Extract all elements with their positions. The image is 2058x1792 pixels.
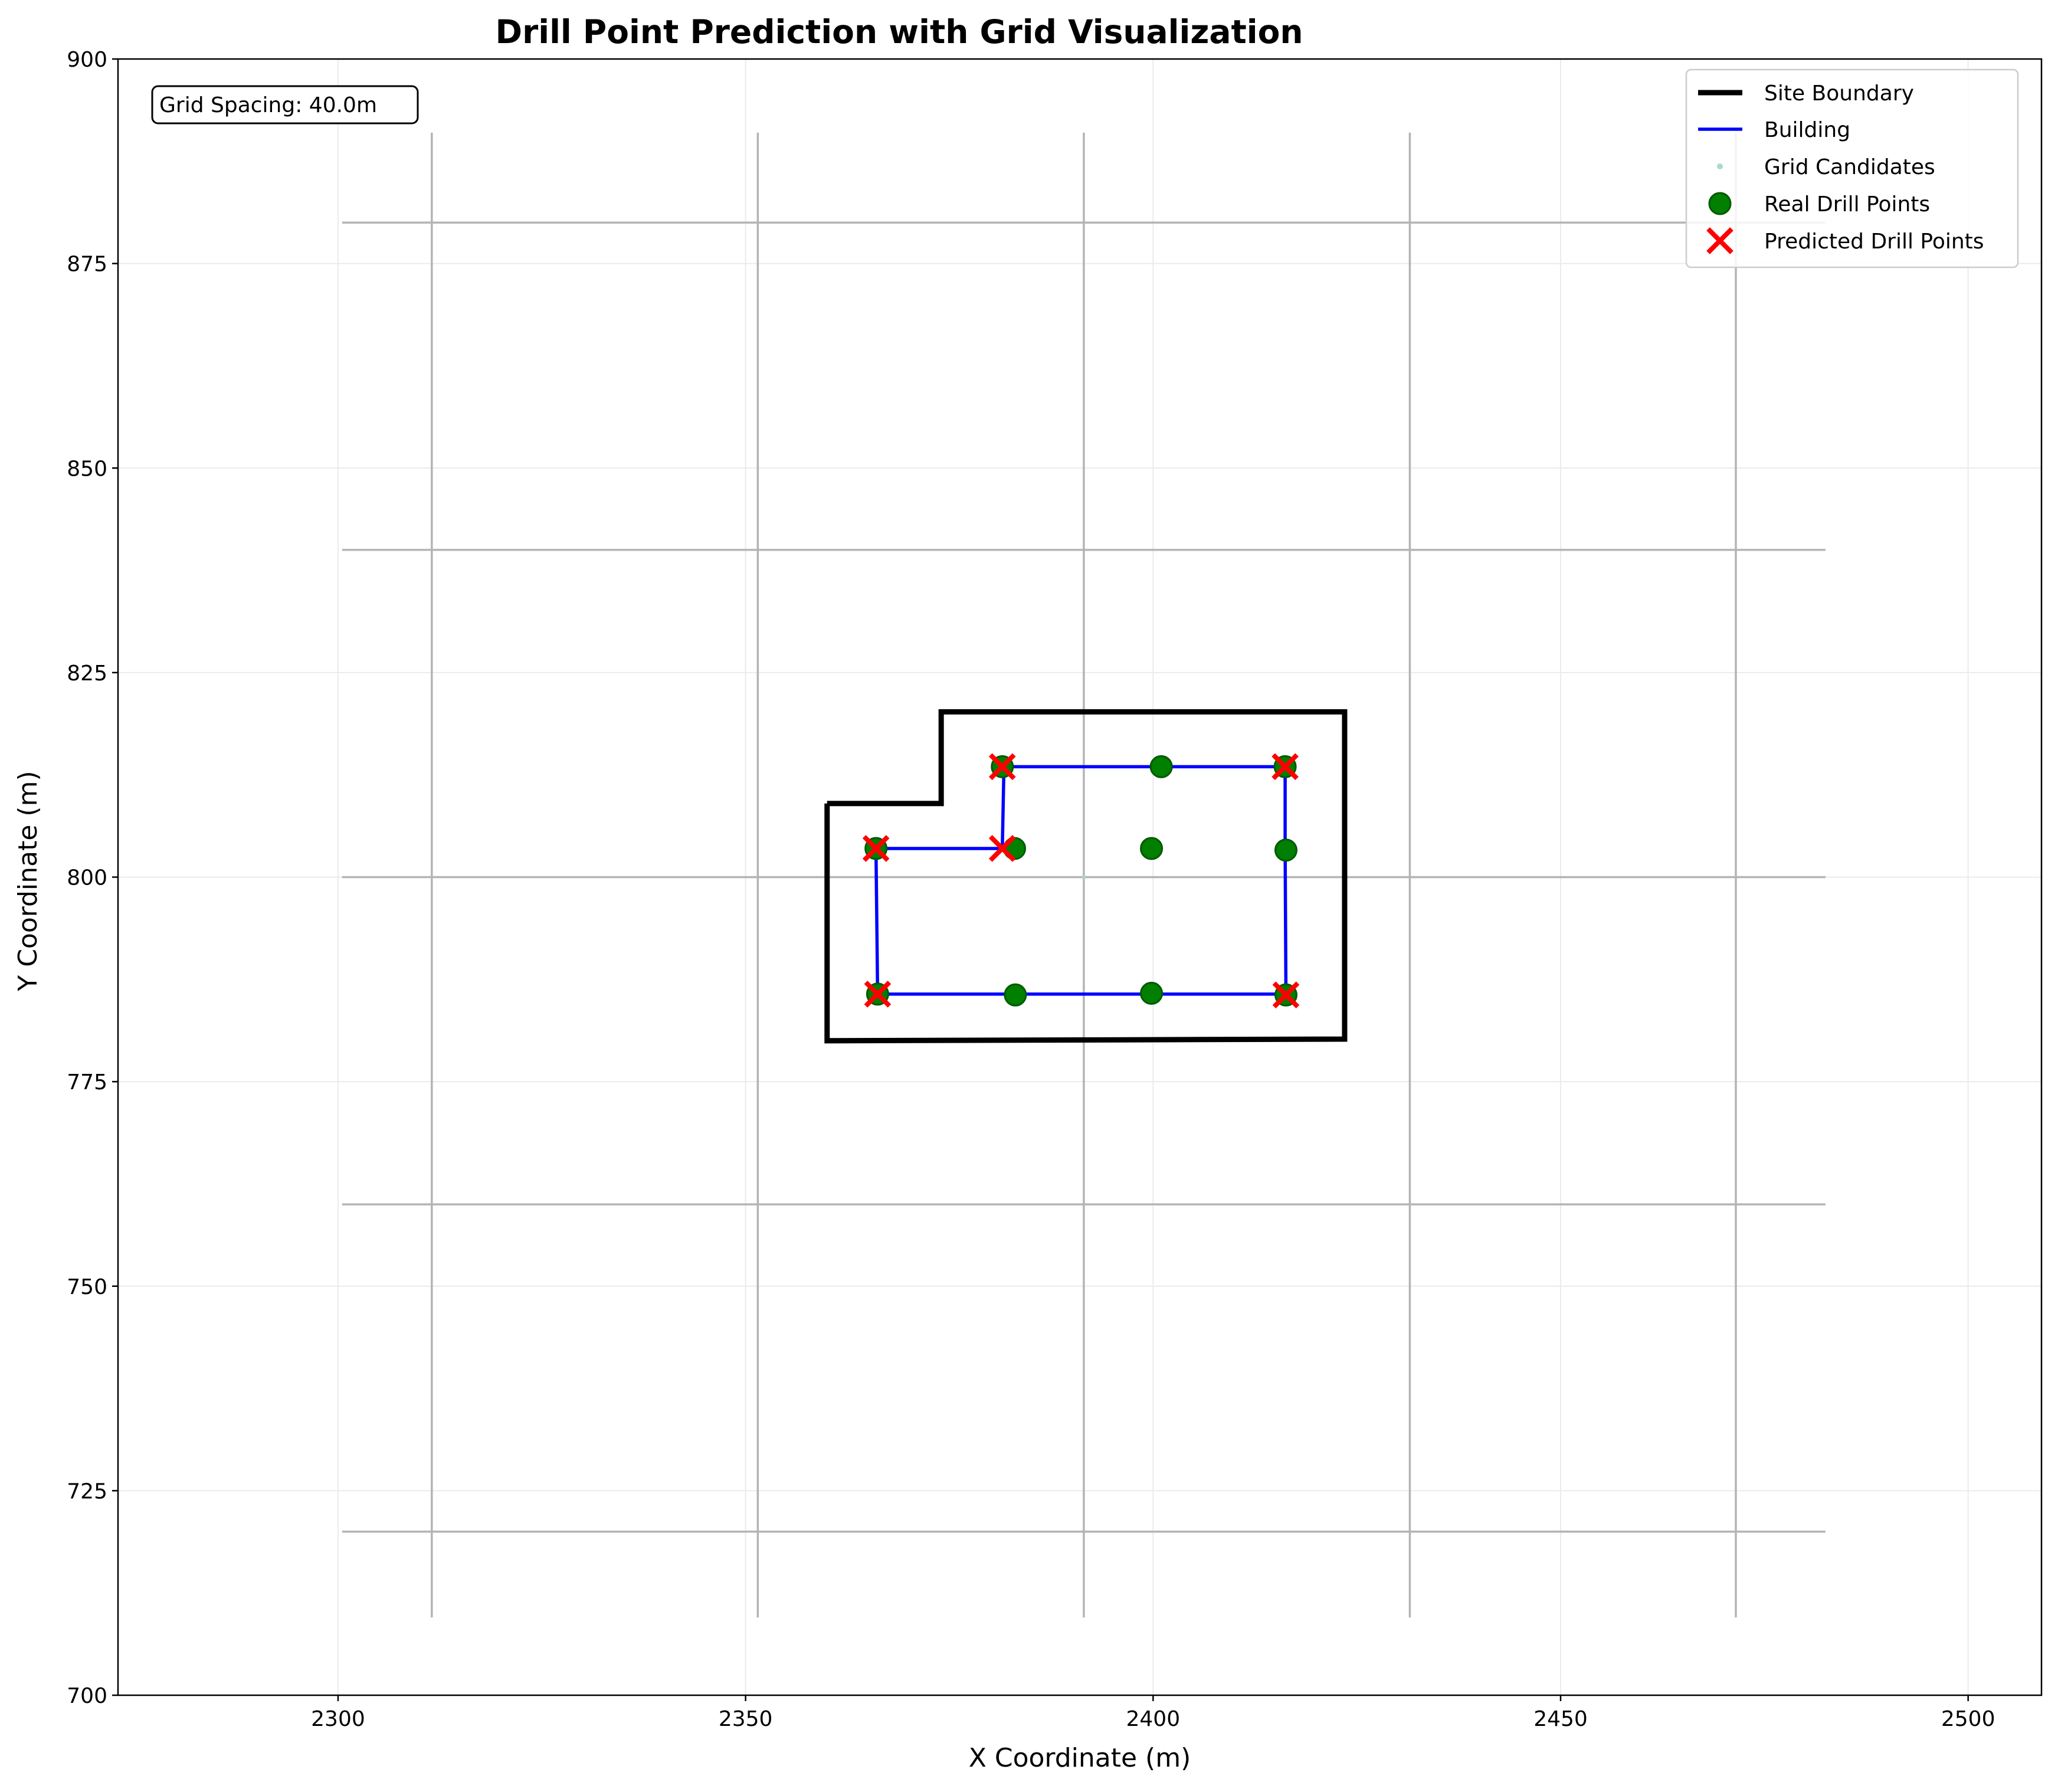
predicted-drill-point [1272, 981, 1300, 1008]
chart-title: Drill Point Prediction with Grid Visuali… [495, 13, 1303, 51]
real-drill-point [1274, 838, 1297, 862]
legend-label: Grid Candidates [1764, 155, 1935, 179]
predicted-drill-point [988, 753, 1016, 781]
predicted-drill-point-stroke [864, 980, 892, 1008]
legend-swatch-predicted-drill-points [1706, 227, 1733, 254]
predicted-drill-point-stroke [862, 835, 890, 862]
predicted-drill-point-stroke [988, 835, 1016, 862]
predicted-drill-point [988, 835, 1016, 862]
y-axis-label: Y Coordinate (m) [13, 771, 43, 991]
legend-box [1685, 68, 2019, 268]
legend-label: Site Boundary [1764, 81, 1914, 106]
x-tick-label: 2500 [1941, 1707, 1995, 1731]
annotation-box [151, 85, 419, 125]
real-drill-point [1149, 755, 1173, 778]
predicted-drill-point [1271, 753, 1299, 781]
x-tick-label: 2450 [1533, 1707, 1588, 1731]
y-tick-label: 775 [67, 1070, 107, 1095]
grid-spacing-annotation: Grid Spacing: 40.0m [151, 85, 419, 125]
legend-entry: Grid Candidates [1717, 155, 1935, 179]
grid-candidate-point [1081, 874, 1086, 880]
y-tick-label: 850 [67, 457, 107, 481]
y-tick-label: 825 [67, 661, 107, 686]
x-tick-label: 2400 [1126, 1707, 1181, 1731]
y-tick-label: 750 [67, 1275, 107, 1299]
legend-swatch-grid-candidates [1717, 163, 1723, 169]
predicted-drill-point [862, 835, 890, 862]
x-tick-label: 2350 [719, 1707, 773, 1731]
y-tick-label: 800 [67, 866, 107, 890]
legend-swatch-real-drill-points [1708, 192, 1732, 215]
x-tick-label: 2300 [311, 1707, 365, 1731]
y-tick-label: 900 [67, 48, 107, 72]
site-boundary-line [824, 709, 1348, 1044]
predicted-drill-point-stroke [988, 753, 1016, 781]
legend-label: Predicted Drill Points [1764, 230, 1984, 254]
predicted-drill-point-stroke [1272, 981, 1300, 1008]
y-tick-label: 875 [67, 253, 107, 277]
legend-entry: Real Drill Points [1708, 192, 1930, 217]
legend: Site Boundary Building Grid Candidates Real… [1685, 68, 2019, 268]
real-drill-point [1140, 981, 1164, 1005]
series-lines [824, 709, 1348, 1044]
predicted-drill-point [864, 980, 892, 1008]
legend-entry: Predicted Drill Points [1706, 227, 1984, 254]
building-line [874, 765, 1288, 996]
predicted-drill-point-stroke [1271, 753, 1299, 781]
real-drill-point [1004, 983, 1027, 1007]
legend-entry: Building [1698, 118, 1850, 142]
y-tick-label: 700 [67, 1684, 107, 1708]
axis-ticks: 2300 2350 2400 2450 2500 700 725 750 775 800 825 85… [67, 48, 1995, 1731]
real-drill-point [1140, 837, 1164, 860]
y-tick-label: 725 [67, 1479, 107, 1503]
legend-label: Building [1764, 118, 1850, 142]
legend-label: Real Drill Points [1764, 192, 1930, 217]
legend-entry: Site Boundary [1698, 81, 1914, 106]
annotation-text: Grid Spacing: 40.0m [159, 93, 377, 117]
series-points [862, 753, 1300, 1008]
x-axis-label: X Coordinate (m) [969, 1743, 1191, 1773]
